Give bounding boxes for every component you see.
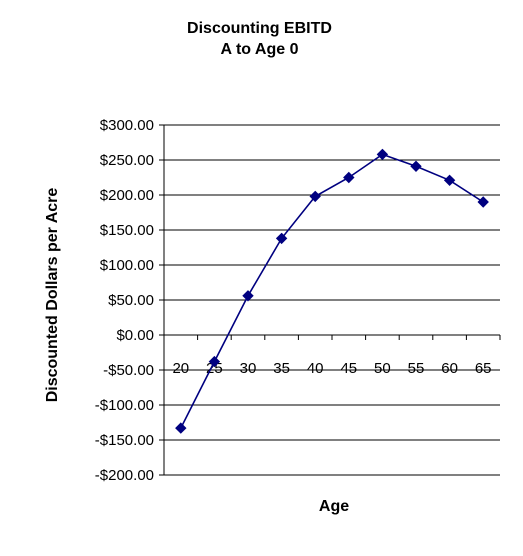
x-axis-label: Age bbox=[318, 498, 350, 515]
data-point bbox=[275, 232, 288, 245]
y-tick-label: $0.00 bbox=[116, 327, 154, 344]
data-point bbox=[376, 148, 389, 161]
x-tick-label: 50 bbox=[374, 360, 391, 377]
x-tick-label: 30 bbox=[240, 360, 257, 377]
x-tick-label: 60 bbox=[441, 360, 458, 377]
x-tick-label: 20 bbox=[172, 360, 189, 377]
y-tick-label: $300.00 bbox=[100, 117, 154, 134]
y-tick-label: $50.00 bbox=[108, 292, 154, 309]
y-tick-label: -$200.00 bbox=[95, 467, 154, 484]
y-tick-label: -$100.00 bbox=[95, 397, 154, 414]
chart-title-line1: Discounting EBITD bbox=[187, 20, 332, 37]
data-point bbox=[208, 355, 221, 368]
x-tick-label: 45 bbox=[340, 360, 357, 377]
data-point bbox=[309, 190, 321, 203]
data-point bbox=[410, 160, 422, 173]
y-tick-label: -$150.00 bbox=[95, 432, 154, 449]
x-tick-label: 25 bbox=[206, 360, 223, 377]
x-tick-label: 65 bbox=[475, 360, 492, 377]
x-tick-label: 55 bbox=[408, 360, 425, 377]
data-point bbox=[343, 171, 355, 184]
y-tick-label: -$50.00 bbox=[103, 362, 154, 379]
data-point bbox=[477, 196, 489, 208]
y-tick-label: $100.00 bbox=[100, 257, 154, 274]
y-tick-label: $250.00 bbox=[100, 152, 154, 169]
y-tick-label: $200.00 bbox=[100, 187, 154, 204]
chart-title-line2: A to Age 0 bbox=[220, 41, 299, 58]
data-point bbox=[175, 422, 187, 434]
x-tick-label: 40 bbox=[307, 360, 324, 377]
data-point bbox=[242, 290, 254, 302]
data-point bbox=[443, 174, 456, 187]
x-tick-label: 35 bbox=[273, 360, 290, 377]
y-tick-label: $150.00 bbox=[100, 222, 154, 239]
series-line bbox=[180, 153, 484, 429]
